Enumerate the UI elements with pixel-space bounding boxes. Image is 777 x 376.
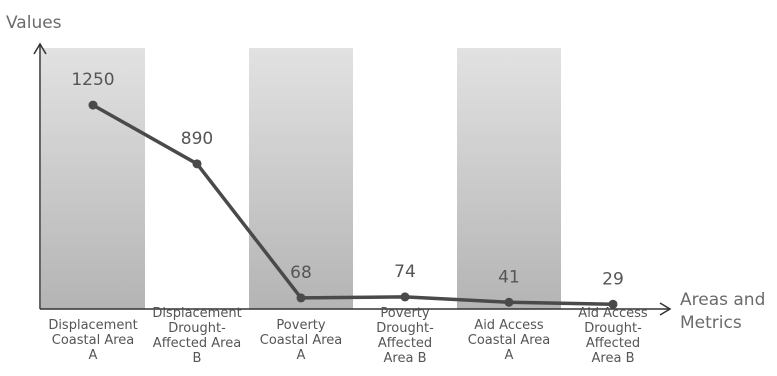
- data-point: [296, 293, 306, 303]
- data-label: 74: [394, 262, 416, 282]
- data-label: 890: [181, 129, 213, 149]
- series-line: [91, 103, 615, 307]
- data-point: [192, 159, 202, 169]
- category-band: [249, 48, 353, 309]
- data-point: [504, 297, 514, 307]
- x-axis-label: Areas and Metrics: [680, 290, 765, 333]
- series-line-group: [88, 100, 618, 309]
- x-axis-arrow: [659, 302, 672, 316]
- data-point: [88, 100, 98, 110]
- data-label: 41: [498, 267, 520, 287]
- x-tick-label: Aid Access Drought-Affected Area B: [578, 306, 648, 366]
- category-band: [457, 48, 561, 309]
- data-point: [400, 292, 410, 302]
- x-tick-label: Displacement Coastal Area A: [48, 318, 137, 363]
- x-tick-labels: Displacement Coastal Area A Displacement Dro…: [48, 306, 648, 366]
- category-bands: [41, 48, 561, 309]
- data-label: 29: [602, 269, 624, 289]
- y-axis-label: Values: [6, 13, 62, 33]
- x-tick-label: Aid Access Coastal Area A: [468, 318, 551, 363]
- data-point: [608, 299, 618, 309]
- y-axis-arrow: [33, 42, 47, 55]
- x-tick-label: Poverty Drought-Affected Area B: [376, 306, 434, 366]
- x-tick-label: Displacement Drought-Affected Area B: [152, 306, 241, 366]
- data-labels: 1250 890 68 74 41 29: [71, 70, 623, 289]
- data-label: 1250: [71, 70, 114, 90]
- data-label: 68: [290, 263, 312, 283]
- axes: [33, 42, 672, 316]
- x-tick-label: Poverty Coastal Area A: [260, 318, 343, 363]
- category-band: [41, 48, 145, 309]
